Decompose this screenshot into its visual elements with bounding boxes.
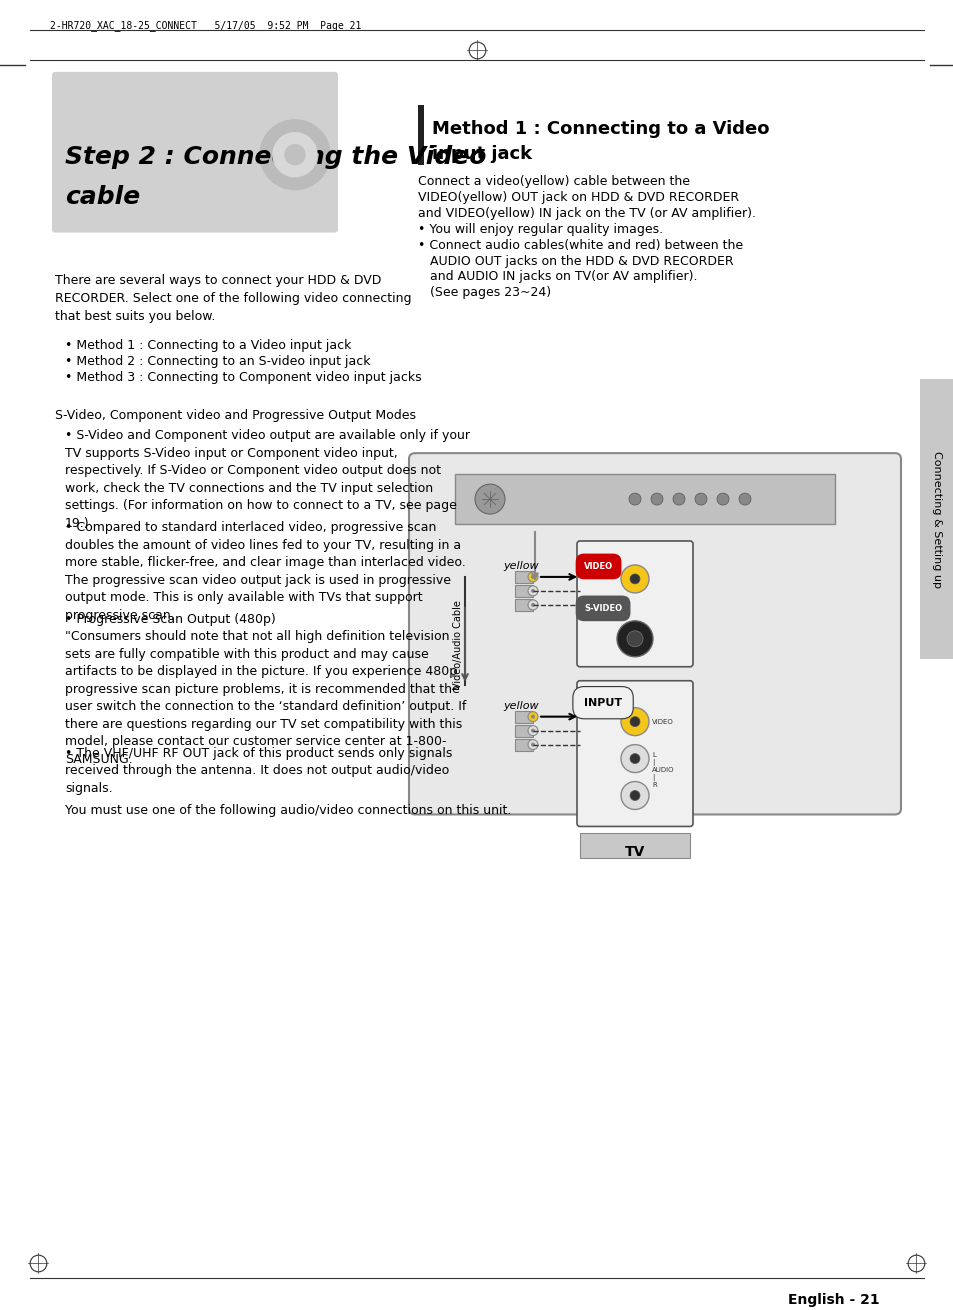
Text: • S-Video and Component video output are available only if your
TV supports S-Vi: • S-Video and Component video output are… [65,430,470,529]
Text: TV: TV [624,845,644,859]
Circle shape [531,743,535,747]
Circle shape [620,744,648,773]
Text: Video/Audio Cable: Video/Audio Cable [453,600,462,689]
Bar [919,380,953,659]
Circle shape [527,740,537,749]
Bar [515,739,533,751]
Text: Connecting & Setting up: Connecting & Setting up [931,451,941,587]
Text: yellow: yellow [502,701,538,711]
Bar [579,833,689,858]
Text: AUDIO OUT jacks on the HDD & DVD RECORDER: AUDIO OUT jacks on the HDD & DVD RECORDE… [417,254,733,267]
Text: Step 2 : Connecting the Video: Step 2 : Connecting the Video [65,144,486,169]
Circle shape [629,753,639,764]
Circle shape [629,717,639,727]
Text: Connect a video(yellow) cable between the: Connect a video(yellow) cable between th… [417,174,689,187]
Circle shape [527,711,537,722]
Bar [417,105,423,165]
Circle shape [620,565,648,593]
Text: VIDEO(yellow) OUT jack on HDD & DVD RECORDER: VIDEO(yellow) OUT jack on HDD & DVD RECO… [417,191,739,203]
Text: Method 1 : Connecting to a Video: Method 1 : Connecting to a Video [432,119,769,138]
Circle shape [620,782,648,810]
Circle shape [695,493,706,506]
Text: INPUT: INPUT [583,698,621,707]
Circle shape [531,715,535,719]
Bar [515,724,533,736]
Circle shape [617,621,652,656]
Text: and VIDEO(yellow) IN jack on the TV (or AV amplifier).: and VIDEO(yellow) IN jack on the TV (or … [417,207,755,220]
Bar [515,571,533,583]
Text: VIDEO: VIDEO [651,719,673,724]
Text: (See pages 23~24): (See pages 23~24) [417,287,551,300]
Text: You must use one of the following audio/video connections on this unit.: You must use one of the following audio/… [65,804,511,817]
Text: • Method 1 : Connecting to a Video input jack: • Method 1 : Connecting to a Video input… [65,339,351,352]
Circle shape [650,493,662,506]
Circle shape [628,493,640,506]
Bar [455,474,834,524]
Circle shape [527,572,537,582]
Text: and AUDIO IN jacks on TV(or AV amplifier).: and AUDIO IN jacks on TV(or AV amplifier… [417,270,697,283]
Circle shape [626,631,642,647]
Circle shape [273,132,316,177]
Circle shape [629,574,639,584]
Bar [515,710,533,723]
Bar [515,584,533,597]
Circle shape [531,603,535,607]
Circle shape [531,728,535,732]
FancyBboxPatch shape [52,72,337,233]
FancyBboxPatch shape [409,453,900,815]
Text: S-VIDEO: S-VIDEO [583,604,621,613]
Circle shape [717,493,728,506]
Circle shape [475,485,504,514]
FancyBboxPatch shape [577,681,692,827]
Circle shape [672,493,684,506]
FancyBboxPatch shape [577,541,692,667]
Bar [515,599,533,610]
Circle shape [620,707,648,736]
Circle shape [527,586,537,596]
Text: English - 21: English - 21 [787,1293,879,1306]
Circle shape [629,790,639,800]
Text: L
|
AUDIO
|
R: L | AUDIO | R [651,752,674,787]
Text: • The VHF/UHF RF OUT jack of this product sends only signals
received through th: • The VHF/UHF RF OUT jack of this produc… [65,747,452,795]
Circle shape [527,600,537,610]
Text: input jack: input jack [432,144,532,162]
Circle shape [260,119,330,190]
Circle shape [531,590,535,593]
Text: • Method 3 : Connecting to Component video input jacks: • Method 3 : Connecting to Component vid… [65,371,421,384]
Text: There are several ways to connect your HDD & DVD
RECORDER. Select one of the fol: There are several ways to connect your H… [55,275,411,324]
Text: cable: cable [65,185,140,208]
Circle shape [285,144,305,165]
Text: • Progressive Scan Output (480p)
"Consumers should note that not all high defini: • Progressive Scan Output (480p) "Consum… [65,613,466,766]
Text: yellow: yellow [502,561,538,571]
Circle shape [527,726,537,736]
Text: • Connect audio cables(white and red) between the: • Connect audio cables(white and red) be… [417,238,742,252]
Circle shape [531,575,535,579]
Text: • Method 2 : Connecting to an S-video input jack: • Method 2 : Connecting to an S-video in… [65,355,370,368]
Text: • You will enjoy regular quality images.: • You will enjoy regular quality images. [417,223,662,236]
Text: 2-HR720_XAC_18-25_CONNECT   5/17/05  9:52 PM  Page 21: 2-HR720_XAC_18-25_CONNECT 5/17/05 9:52 P… [50,20,361,31]
Text: • Compared to standard interlaced video, progressive scan
doubles the amount of : • Compared to standard interlaced video,… [65,521,465,621]
Text: VIDEO: VIDEO [583,562,613,571]
Text: S-Video, Component video and Progressive Output Modes: S-Video, Component video and Progressive… [55,409,416,422]
Circle shape [739,493,750,506]
